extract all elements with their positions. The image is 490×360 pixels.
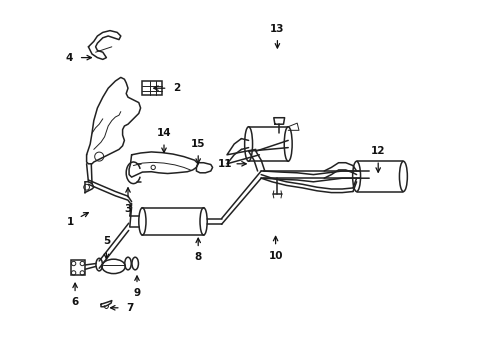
Text: 14: 14: [157, 128, 172, 138]
Text: 12: 12: [371, 146, 386, 156]
Text: 15: 15: [191, 139, 205, 149]
Bar: [143, 81, 162, 95]
Text: 11: 11: [218, 159, 232, 169]
Bar: [72, 260, 85, 275]
Text: 6: 6: [72, 297, 79, 307]
Text: 2: 2: [173, 83, 180, 93]
Text: 8: 8: [195, 252, 202, 262]
Text: 5: 5: [103, 236, 110, 246]
Text: 3: 3: [124, 204, 132, 214]
Text: 9: 9: [133, 288, 141, 298]
Text: 13: 13: [270, 24, 285, 34]
Text: 4: 4: [66, 53, 74, 63]
Text: 1: 1: [67, 217, 74, 227]
Text: 10: 10: [269, 251, 283, 261]
Text: 7: 7: [126, 303, 133, 313]
